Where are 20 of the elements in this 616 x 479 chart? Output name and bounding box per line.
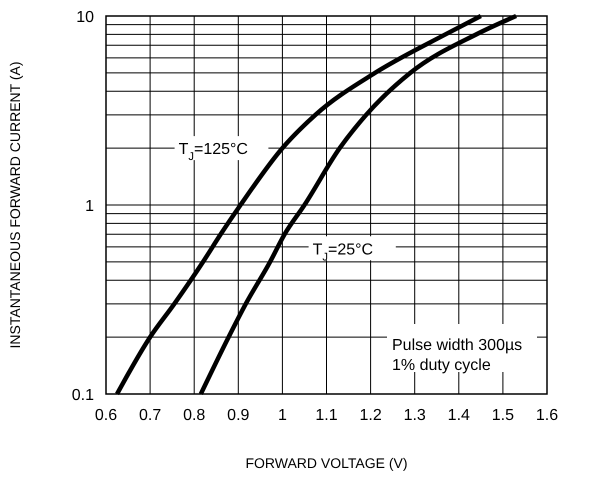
series-label: T$_{J}$=25°C <box>312 241 374 264</box>
x-tick-label: 0.6 <box>94 407 118 424</box>
x-tick-label: 1.2 <box>359 407 382 424</box>
x-axis-title: FORWARD VOLTAGE (V) <box>245 455 408 471</box>
x-tick-label: 1.4 <box>448 407 470 424</box>
annotation: Pulse width 300µs <box>392 337 522 354</box>
x-tick-label: 1.6 <box>536 407 558 424</box>
x-tick-label: 1.3 <box>404 407 426 424</box>
x-tick-label: 0.9 <box>227 407 250 424</box>
x-tick-label: 0.7 <box>138 407 162 424</box>
y-tick-label: 10 <box>76 9 94 26</box>
y-tick-label: 1 <box>85 198 94 215</box>
y-axis-title: INSTANTANEOUS FORWARD CURRENT (A) <box>7 61 23 349</box>
annotation: 1% duty cycle <box>392 357 491 374</box>
y-tick-label: 0.1 <box>72 387 94 404</box>
x-tick-label: 0.8 <box>183 407 206 424</box>
x-tick-label: 1.5 <box>492 407 514 424</box>
x-tick-label: 1 <box>278 407 287 424</box>
series-label: T$_{J}$=125°C <box>178 141 248 164</box>
x-tick-label: 1.1 <box>315 407 338 424</box>
